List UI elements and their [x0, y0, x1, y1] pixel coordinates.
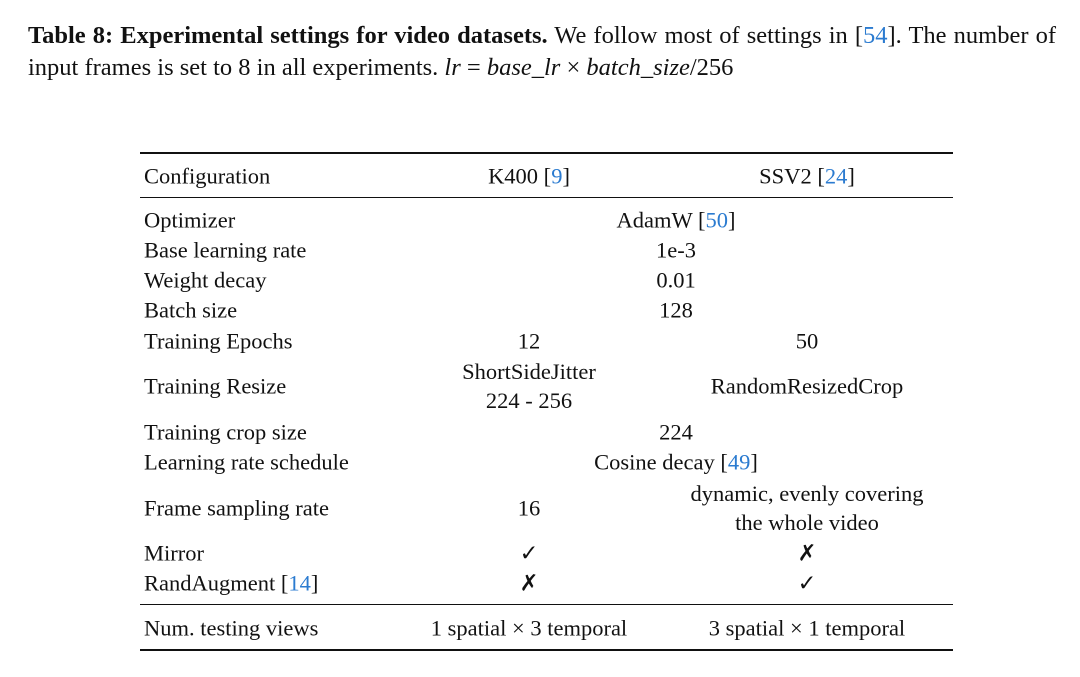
- cell-text: Training crop size: [144, 419, 307, 445]
- cell-text: ✗: [519, 570, 539, 596]
- citation[interactable]: 54: [863, 22, 888, 49]
- row-label: Training crop size: [144, 418, 307, 447]
- cell: 1 spatial × 3 temporal: [431, 614, 627, 643]
- cell-text: 16: [517, 495, 541, 521]
- citation[interactable]: 24: [824, 163, 848, 189]
- cell-line: ShortSideJitter: [462, 359, 596, 384]
- cell-text: 224: [659, 419, 693, 445]
- row-label: Weight decay: [144, 266, 267, 295]
- cell-text: SSV2 [: [759, 163, 825, 189]
- citation[interactable]: 9: [551, 163, 563, 189]
- cell-text: 0.01: [656, 267, 696, 293]
- cell: 50: [796, 327, 819, 356]
- cell-text: Training Epochs: [144, 328, 293, 354]
- formula-part: base_lr: [486, 54, 561, 81]
- cell-text: Cosine decay [: [594, 449, 728, 475]
- cell-text: AdamW [: [616, 207, 706, 233]
- cell-line: the whole video: [735, 510, 879, 535]
- cell: ✓: [798, 569, 817, 598]
- formula-part: batch_size: [586, 54, 690, 81]
- caption-text: We follow most of settings in [: [554, 22, 864, 49]
- cell-text: 50: [795, 328, 819, 354]
- cell-text: 1 spatial × 3 temporal: [430, 615, 628, 641]
- header-cell: Configuration: [144, 162, 270, 191]
- mid-rule: [140, 197, 953, 199]
- cell-text: ]: [562, 163, 570, 189]
- cell-text: Base learning rate: [144, 237, 307, 263]
- formula-part: lr: [444, 54, 461, 81]
- cell-text: Configuration: [144, 163, 271, 189]
- cell: ✓: [520, 539, 539, 568]
- cell-text: K400 [: [488, 163, 552, 189]
- cell: 16: [518, 494, 541, 523]
- cell-text: ✓: [797, 570, 817, 596]
- cell-text: ]: [727, 207, 736, 233]
- caption-text: ]. The number of input frames is set to …: [28, 22, 1056, 81]
- row-label: Frame sampling rate: [144, 494, 329, 523]
- top-rule: [140, 152, 953, 154]
- cell-text: Mirror: [144, 540, 204, 566]
- cell-text: Optimizer: [144, 207, 236, 233]
- cell-text: ]: [310, 570, 319, 596]
- cell-text: Num. testing views: [144, 615, 319, 641]
- cell: AdamW [50]: [617, 206, 736, 235]
- cell: 0.01: [656, 266, 695, 295]
- row-label: Optimizer: [144, 206, 235, 235]
- citation[interactable]: 14: [288, 570, 311, 596]
- formula-part: /256: [689, 54, 734, 81]
- cell: ShortSideJitter 224 - 256: [462, 357, 596, 415]
- cell-text: Batch size: [144, 297, 238, 323]
- cell-text: RandomResizedCrop: [710, 373, 904, 399]
- formula-part: =: [466, 54, 481, 81]
- caption: Table 8: Experimental settings for video…: [28, 20, 1056, 84]
- bottom-rule: [140, 649, 953, 651]
- cell: 128: [659, 296, 693, 325]
- row-label: Batch size: [144, 296, 237, 325]
- cell-text: RandAugment [: [144, 570, 289, 596]
- cell-text: 12: [517, 328, 541, 354]
- header-cell: SSV2 [24]: [759, 162, 855, 191]
- citation[interactable]: 49: [727, 449, 751, 475]
- cell: 12: [518, 327, 541, 356]
- formula: lr = base_lr × batch_size/256: [444, 54, 733, 81]
- cell: ✗: [798, 539, 817, 568]
- row-label: RandAugment [14]: [144, 569, 318, 598]
- cell: RandomResizedCrop: [711, 372, 903, 401]
- cell-text: ✗: [797, 540, 817, 566]
- cell-text: 1e-3: [656, 237, 696, 263]
- cell: 3 spatial × 1 temporal: [709, 614, 905, 643]
- cell-text: Learning rate schedule: [144, 449, 349, 475]
- cell-text: ✓: [519, 540, 539, 566]
- cell-line: dynamic, evenly covering: [690, 481, 924, 506]
- row-label: Base learning rate: [144, 236, 306, 265]
- mid-rule: [140, 604, 953, 606]
- cell: Cosine decay [49]: [594, 448, 758, 477]
- cell: 224: [659, 418, 693, 447]
- citation[interactable]: 50: [705, 207, 728, 233]
- cell-text: Frame sampling rate: [144, 495, 329, 521]
- cell-text: Training Resize: [144, 373, 287, 399]
- cell: 1e-3: [656, 236, 696, 265]
- cell-text: 128: [659, 297, 693, 323]
- row-label: Training Resize: [144, 372, 286, 401]
- row-label: Training Epochs: [144, 327, 293, 356]
- cell-line: 224 - 256: [485, 388, 573, 413]
- row-label: Learning rate schedule: [144, 448, 349, 477]
- cell-text: ]: [847, 163, 855, 189]
- cell-text: Weight decay: [144, 267, 267, 293]
- formula-part: ×: [566, 54, 581, 81]
- row-label: Num. testing views: [144, 614, 318, 643]
- cell: ✗: [520, 569, 539, 598]
- cell: dynamic, evenly covering the whole video: [690, 479, 923, 537]
- row-label: Mirror: [144, 539, 204, 568]
- cell-text: ]: [750, 449, 758, 475]
- cell-text: 3 spatial × 1 temporal: [708, 615, 906, 641]
- header-cell: K400 [9]: [488, 162, 570, 191]
- caption-label: Table 8: Experimental settings for video…: [28, 22, 548, 49]
